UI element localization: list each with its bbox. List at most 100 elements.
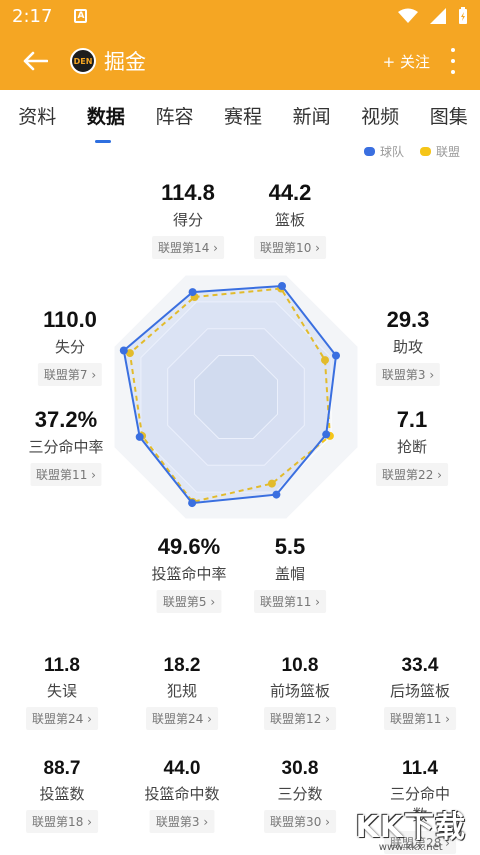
grid-stat-2: 10.8 前场篮板联盟第12 › [264, 655, 336, 730]
radar-point-0-7 [119, 346, 128, 355]
stat-label: 三分数 [277, 785, 323, 803]
league-rank-link[interactable]: 联盟第11 › [384, 707, 456, 730]
tab-2[interactable]: 阵容 [155, 106, 194, 128]
league-rank-link[interactable]: 联盟第10 › [254, 236, 326, 259]
stat-label: 失分 [54, 338, 85, 356]
stat-label: 前场篮板 [269, 682, 331, 700]
team-logo: DEN [70, 48, 96, 74]
league-rank-link[interactable]: 联盟第5 › [156, 590, 222, 613]
stat-label: 投篮数 [39, 785, 85, 803]
stat-label: 助攻 [392, 338, 423, 356]
stat-value: 33.4 [401, 655, 439, 676]
radar-point-0-0 [188, 288, 197, 297]
radar-series-1 [128, 287, 331, 504]
stat-label: 三分命中数 [389, 785, 451, 824]
league-rank-link[interactable]: 联盟第18 › [26, 810, 98, 833]
stat-value: 37.2% [34, 407, 98, 432]
radar-point-0-2 [332, 351, 340, 360]
stat-value: 11.4 [402, 758, 438, 779]
tab-4[interactable]: 新闻 [292, 106, 331, 128]
radar-stat-5: 49.6% 投篮命中率联盟第5 › [151, 534, 227, 613]
tab-5[interactable]: 视频 [361, 106, 400, 128]
stat-label: 三分命中率 [28, 438, 104, 456]
status-icons [398, 7, 468, 25]
league-rank-link[interactable]: 联盟第22 › [376, 463, 448, 486]
stat-value: 7.1 [396, 407, 428, 432]
grid-stat-5: 44.0 投篮命中数联盟第3 › [144, 758, 220, 833]
radar-point-0-5 [188, 499, 197, 508]
league-rank-link[interactable]: 联盟第3 › [149, 810, 215, 833]
grid-stat-4: 88.7 投篮数联盟第18 › [26, 758, 98, 833]
radar-point-1-4 [267, 479, 276, 488]
stat-value: 114.8 [161, 180, 215, 205]
radar-stat-1: 44.2 篮板联盟第10 › [254, 180, 326, 259]
page-title: 掘金 [104, 50, 146, 74]
legend-league: 联盟 [419, 143, 460, 160]
battery-icon [459, 7, 467, 24]
stat-label: 投篮命中数 [144, 785, 220, 803]
watermark-logo: KK下载 www.kkx.net [355, 810, 466, 853]
stat-value: 29.3 [386, 307, 430, 332]
league-rank-link[interactable]: 联盟第24 › [26, 707, 98, 730]
stat-value: 49.6% [157, 534, 221, 559]
legend-team-swatch [363, 147, 375, 156]
stat-label: 后场篮板 [389, 682, 451, 700]
grid-stat-3: 33.4 后场篮板联盟第11 › [384, 655, 456, 730]
stat-value: 11.8 [44, 655, 80, 676]
stat-value: 44.2 [268, 180, 312, 205]
stat-value: 44.0 [163, 758, 201, 779]
radar-stat-4: 5.5 盖帽联盟第11 › [254, 534, 326, 613]
league-rank-link[interactable]: 联盟第24 › [146, 707, 218, 730]
radar-chart [113, 274, 359, 520]
radar-point-0-1 [278, 282, 286, 290]
app-bar: DEN 掘金 + 关注 [0, 32, 480, 90]
league-rank-link[interactable]: 联盟第7 › [37, 363, 103, 386]
arrow-left-icon [23, 51, 48, 71]
wifi-icon [398, 8, 418, 23]
tab-6[interactable]: 图集 [429, 106, 468, 128]
stat-label: 抢断 [396, 438, 428, 456]
stat-label: 犯规 [166, 682, 198, 700]
signal-icon [430, 8, 446, 24]
tab-1[interactable]: 数据 [69, 90, 138, 146]
tab-3[interactable]: 赛程 [224, 106, 263, 128]
follow-button[interactable]: + 关注 [382, 52, 430, 71]
grid-stat-7: 11.4 三分命中数联盟第28 › [384, 758, 456, 854]
stat-value: 10.8 [281, 655, 319, 676]
league-rank-link[interactable]: 联盟第30 › [264, 810, 336, 833]
notification-icon: A [74, 9, 88, 23]
stat-value: 110.0 [43, 307, 97, 332]
league-rank-link[interactable]: 联盟第12 › [264, 707, 336, 730]
grid-stat-1: 18.2 犯规 联盟第24 › [146, 655, 218, 730]
radar-point-1-2 [321, 356, 329, 365]
radar-stat-0: 114.8 得分 联盟第14 › [152, 180, 224, 259]
grid-stat-6: 30.8 三分数联盟第30 › [264, 758, 336, 833]
radar-stat-6: 37.2% 三分命中率联盟第11 › [28, 407, 104, 486]
league-rank-link[interactable]: 联盟第11 › [30, 463, 102, 486]
radar-stat-3: 7.1 抢断联盟第22 › [376, 407, 448, 486]
league-rank-link[interactable]: 联盟第11 › [254, 590, 326, 613]
tab-bar: 资料 数据 阵容 赛程 新闻 视频 图集 [0, 90, 480, 146]
chart-legend: 球队 联盟 [363, 143, 460, 160]
stat-label: 篮板 [274, 211, 306, 229]
grid-stat-0: 11.8 失误联盟第24 › [26, 655, 98, 730]
radar-stat-7: 110.0 失分联盟第7 › [37, 307, 103, 386]
radar-grid-ring [194, 355, 278, 439]
stat-label: 失误 [46, 682, 78, 700]
more-options-icon[interactable] [450, 48, 456, 74]
league-rank-link[interactable]: 联盟第28 › [384, 831, 456, 854]
stat-label: 盖帽 [274, 565, 306, 583]
league-rank-link[interactable]: 联盟第14 › [152, 236, 224, 259]
stat-label: 投篮命中率 [151, 565, 227, 583]
status-bar: 2:17 A [0, 0, 480, 32]
league-rank-link[interactable]: 联盟第3 › [375, 363, 441, 386]
radar-point-0-3 [322, 430, 331, 439]
back-button[interactable] [0, 32, 70, 90]
legend-team: 球队 [363, 143, 404, 160]
status-time: 2:17 [12, 5, 53, 27]
legend-league-swatch [419, 147, 431, 156]
stat-value: 30.8 [281, 758, 319, 779]
tab-0[interactable]: 资料 [18, 106, 57, 128]
stat-value: 5.5 [274, 534, 306, 559]
stat-value: 88.7 [43, 758, 81, 779]
